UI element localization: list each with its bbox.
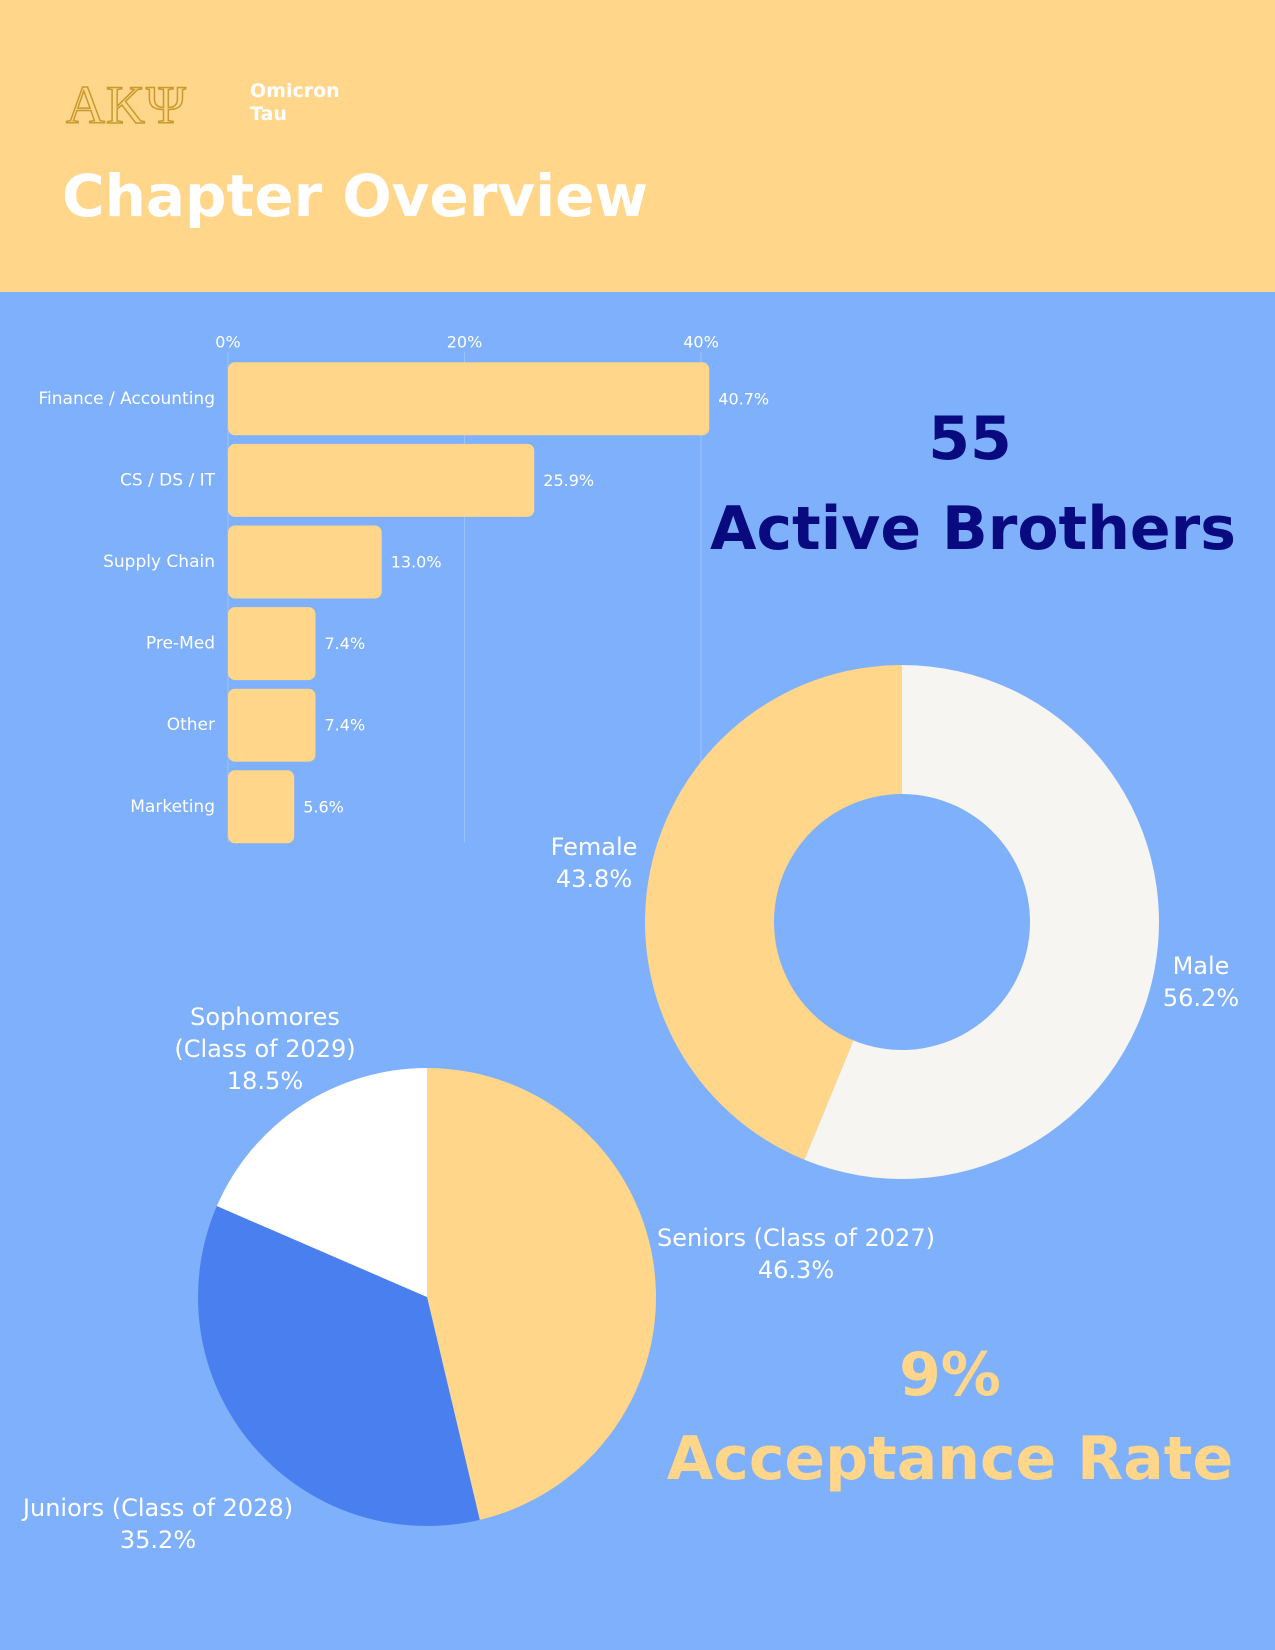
category-label: CS / DS / IT	[120, 470, 216, 490]
category-label: Other	[167, 715, 215, 735]
x-tick-label: 0%	[215, 333, 240, 352]
slice-value: 35.2%	[119, 1526, 197, 1554]
slice	[804, 665, 1159, 1179]
bar	[228, 607, 316, 681]
slice-name: Seniors (Class of 2027)	[657, 1224, 935, 1252]
slice-name: Sophomores (Class of 2029)	[174, 1003, 356, 1063]
bar	[228, 443, 535, 517]
chapter-name: Omicron Tau	[250, 80, 340, 126]
slice	[197, 1206, 480, 1527]
bar	[228, 362, 710, 436]
slice-label: Male 56.2%	[1131, 950, 1271, 1014]
slice-label: Juniors (Class of 2028) 35.2%	[8, 1492, 308, 1556]
slice-name: Male	[1172, 952, 1230, 980]
stat-label: Acceptance Rate	[666, 1424, 1234, 1494]
category-label: Marketing	[130, 797, 215, 817]
header: AKΨ Omicron Tau Chapter Overview	[0, 0, 1275, 292]
slice-label: Sophomores (Class of 2029) 18.5%	[165, 1001, 365, 1097]
slice-name: Juniors (Class of 2028)	[22, 1494, 294, 1522]
slice-value: 18.5%	[226, 1067, 304, 1095]
category-label: Finance / Accounting	[39, 389, 216, 409]
slice-value: 43.8%	[555, 865, 633, 893]
stat-value: 9%	[899, 1340, 1001, 1410]
logo: AKΨ	[65, 74, 187, 136]
slice-label: Female 43.8%	[524, 831, 664, 895]
chapter-line: Omicron	[250, 80, 340, 102]
value-label: 13.0%	[391, 553, 442, 572]
slice	[644, 665, 902, 1160]
bar	[228, 688, 316, 762]
chapter-line: Tau	[250, 103, 287, 125]
slice-value: 56.2%	[1162, 984, 1240, 1012]
slice	[216, 1068, 427, 1297]
bar	[228, 770, 295, 844]
category-label: Supply Chain	[103, 552, 215, 572]
slice-label: Seniors (Class of 2027) 46.3%	[646, 1222, 946, 1286]
slice-name: Female	[550, 833, 638, 861]
value-label: 25.9%	[543, 471, 594, 490]
bar	[228, 525, 382, 599]
value-label: 40.7%	[718, 389, 769, 408]
x-tick-label: 40%	[683, 333, 719, 352]
category-label: Pre-Med	[146, 634, 215, 654]
value-label: 7.4%	[325, 634, 366, 653]
slice-value: 46.3%	[757, 1256, 835, 1284]
value-label: 7.4%	[325, 716, 366, 735]
slice	[427, 1068, 657, 1520]
x-tick-label: 20%	[447, 333, 483, 352]
value-label: 5.6%	[303, 797, 344, 816]
stat-label: Active Brothers	[710, 494, 1236, 564]
stat-value: 55	[928, 404, 1012, 474]
page-title: Chapter Overview	[62, 162, 649, 230]
